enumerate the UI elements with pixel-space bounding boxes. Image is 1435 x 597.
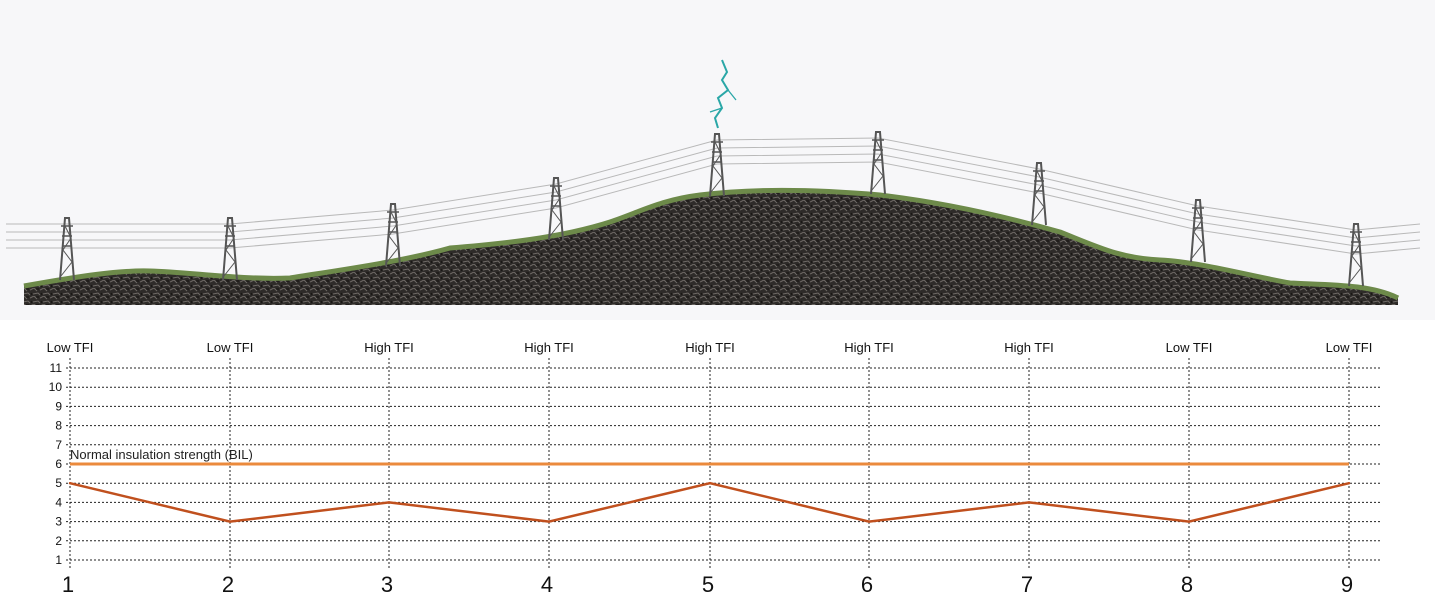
- tower-crossarms: [61, 225, 73, 247]
- overhead-conductor: [6, 161, 1421, 255]
- tower-legs: [385, 203, 401, 267]
- tower-legs: [1348, 223, 1364, 287]
- data-point: [387, 501, 391, 504]
- x-tick-label: 6: [861, 572, 873, 597]
- overhead-conductor: [6, 145, 1421, 239]
- overhead-conductor: [6, 137, 1421, 231]
- grass-strip: [23, 187, 1400, 301]
- tower-lattice: [1349, 229, 1362, 283]
- tower-lattice: [1032, 168, 1045, 222]
- y-tick-label: 10: [49, 380, 63, 394]
- data-point: [708, 482, 712, 485]
- x-tick-label: 1: [62, 572, 74, 597]
- data-point: [1027, 501, 1031, 504]
- y-tick-label: 3: [55, 515, 62, 529]
- terrain-hill: [24, 190, 1398, 305]
- x-tick-label: 8: [1181, 572, 1193, 597]
- y-tick-label: 6: [55, 457, 62, 471]
- x-tick-label: 4: [541, 572, 553, 597]
- tower-legs: [222, 217, 238, 281]
- tower-crossarms: [1033, 170, 1045, 192]
- lightning-bolt-icon: [713, 59, 730, 129]
- tower-crossarms: [1192, 207, 1204, 229]
- tower-crossarms: [711, 141, 723, 163]
- tfi-label: Low TFI: [207, 340, 254, 355]
- tower-legs: [1031, 162, 1047, 226]
- transmission-tower: [548, 177, 564, 241]
- tower-lattice: [386, 209, 399, 263]
- overhead-conductor: [6, 153, 1421, 247]
- transmission-tower: [1190, 199, 1206, 263]
- transmission-tower: [385, 203, 401, 267]
- data-point: [547, 520, 551, 523]
- tower-legs: [1190, 199, 1206, 263]
- transmission-tower: [222, 217, 238, 281]
- tower-lattice: [60, 223, 73, 277]
- data-point: [68, 482, 72, 485]
- tower-legs: [59, 217, 75, 281]
- data-point: [867, 520, 871, 523]
- tfi-label: High TFI: [524, 340, 574, 355]
- tower-lattice: [871, 137, 884, 191]
- transmission-tower: [870, 131, 886, 195]
- y-tick-label: 7: [55, 438, 62, 452]
- transmission-tower: [709, 133, 725, 197]
- y-tick-label: 4: [55, 495, 62, 509]
- tfi-label: High TFI: [685, 340, 735, 355]
- tower-lattice: [223, 223, 236, 277]
- tfi-label: Low TFI: [1166, 340, 1213, 355]
- tower-crossarms: [224, 225, 236, 247]
- tower-legs: [870, 131, 886, 195]
- tower-legs: [709, 133, 725, 197]
- tower-crossarms: [1350, 231, 1362, 253]
- data-point: [1347, 482, 1351, 485]
- data-point: [1187, 520, 1191, 523]
- tower-crossarms: [550, 185, 562, 207]
- bil-label: Normal insulation strength (BIL): [70, 447, 253, 462]
- x-tick-label: 9: [1341, 572, 1353, 597]
- lightning-branch: [709, 89, 737, 113]
- y-tick-label: 11: [50, 361, 63, 375]
- y-tick-label: 9: [55, 399, 62, 413]
- tower-lattice: [710, 139, 723, 193]
- terrain-illustration: [6, 59, 1421, 305]
- transmission-tower: [1348, 223, 1364, 287]
- tower-lattice: [1191, 205, 1204, 259]
- y-tick-label: 2: [55, 534, 62, 548]
- tower-lattice: [549, 183, 562, 237]
- data-point: [228, 520, 232, 523]
- tower-crossarms: [387, 211, 399, 233]
- tower-legs: [548, 177, 564, 241]
- tower-crossarms: [872, 139, 884, 161]
- y-tick-label: 5: [55, 476, 62, 490]
- x-tick-label: 3: [381, 572, 393, 597]
- y-tick-label: 8: [55, 419, 62, 433]
- tfi-label: High TFI: [844, 340, 894, 355]
- y-tick-label: 1: [55, 553, 62, 567]
- x-tick-label: 5: [702, 572, 714, 597]
- tfi-label: High TFI: [1004, 340, 1054, 355]
- transmission-tower: [59, 217, 75, 281]
- x-tick-label: 7: [1021, 572, 1033, 597]
- tfi-label: High TFI: [364, 340, 414, 355]
- x-tick-label: 2: [222, 572, 234, 597]
- tfi-label: Low TFI: [47, 340, 94, 355]
- transmission-tower: [1031, 162, 1047, 226]
- tfi-label: Low TFI: [1326, 340, 1373, 355]
